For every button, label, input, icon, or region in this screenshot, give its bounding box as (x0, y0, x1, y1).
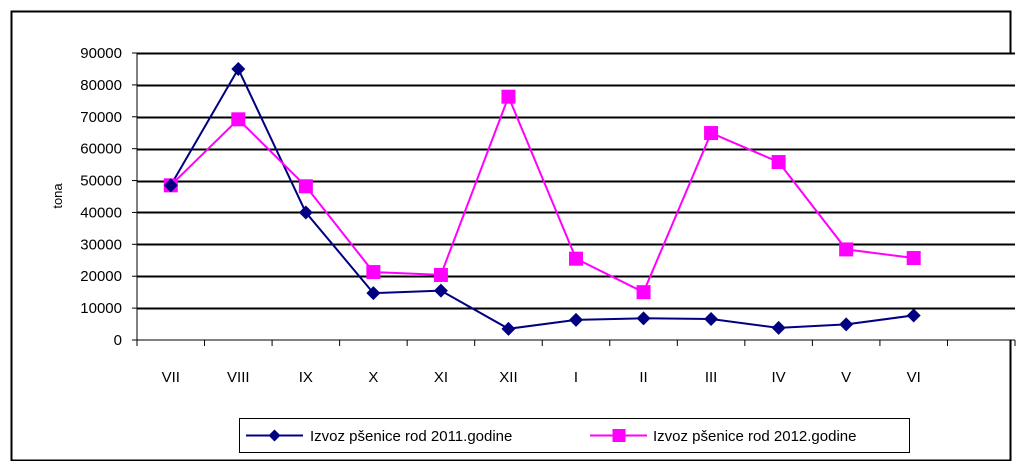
series-2-point-X (366, 265, 381, 280)
y-axis-label: tona (50, 183, 65, 209)
x-tick-label-I: I (574, 369, 578, 386)
series-1-point-XII (501, 321, 516, 336)
series-1-point-II (636, 311, 651, 326)
series-1-point-I (569, 312, 583, 327)
y-tick-label: 20000 (80, 268, 122, 285)
series-line-1 (169, 66, 914, 330)
x-tick-label-IX: IX (299, 369, 313, 386)
series-2-point-XII (501, 89, 516, 104)
series-1-point-III (704, 311, 719, 326)
y-tick-label: 60000 (80, 141, 122, 158)
series-2-point-I (569, 251, 583, 266)
series-1-point-XI (433, 283, 448, 298)
series-2-point-II (636, 285, 651, 300)
x-tick-label-XI: XI (434, 369, 448, 386)
series-1-point-VII (163, 178, 178, 193)
series-1-point-V (839, 317, 854, 332)
x-tick-label-V: V (841, 369, 851, 386)
y-tick-label: 70000 (80, 109, 122, 126)
y-tick-label: 30000 (80, 236, 122, 253)
x-tick-label-X: X (368, 369, 378, 386)
x-tick-label-IV: IV (772, 369, 786, 386)
y-tick-label: 90000 (80, 45, 122, 62)
legend-label-2011: Izvoz pšenice rod 2011.godine (310, 428, 512, 445)
x-tick-label-VI: VI (907, 369, 921, 386)
series-2-point-VI (906, 251, 921, 266)
x-tick-label-III: III (705, 369, 718, 386)
x-axis-tick-labels: VII VIII IX X XI XII I II III IV V VI (136, 340, 1016, 386)
legend-box (239, 418, 910, 453)
x-tick-label-VIII: VIII (227, 369, 250, 386)
series-1-point-VIII (231, 61, 246, 76)
y-tick-label: 80000 (80, 77, 122, 94)
legend-marker-2012-square-icon (612, 429, 626, 442)
series-line-2 (170, 93, 914, 294)
series-group (163, 61, 921, 336)
y-tick-label: 40000 (80, 204, 122, 221)
series-2-point-VIII (231, 112, 246, 127)
series-1-point-IV (771, 320, 786, 335)
series-2-point-III (704, 126, 719, 141)
legend: Izvoz pšenice rod 2011.godine Izvoz pšen… (239, 418, 910, 453)
series-1-point-IX (298, 205, 313, 220)
legend-marker-2011-diamond-icon (268, 429, 281, 442)
y-axis-tick-labels: 0 10000 20000 30000 40000 50000 60000 70000 8000… (80, 45, 137, 349)
x-tick-label-XII: XII (499, 369, 517, 386)
series-1-point-X (366, 286, 381, 301)
series-2-point-IX (298, 179, 313, 194)
series-1-point-VI (906, 308, 921, 323)
gridlines (137, 52, 1015, 310)
y-tick-label: 50000 (80, 173, 122, 190)
series-2-point-V (839, 242, 854, 257)
series-2-point-IV (771, 155, 786, 170)
y-tick-label: 10000 (80, 300, 122, 317)
x-tick-label-VII: VII (162, 369, 180, 386)
y-tick-label: 0 (114, 332, 122, 349)
series-2-point-XI (433, 267, 448, 282)
legend-label-2012: Izvoz pšenice rod 2012.godine (653, 428, 856, 445)
x-tick-label-II: II (639, 369, 647, 386)
plot-area (137, 53, 1015, 340)
